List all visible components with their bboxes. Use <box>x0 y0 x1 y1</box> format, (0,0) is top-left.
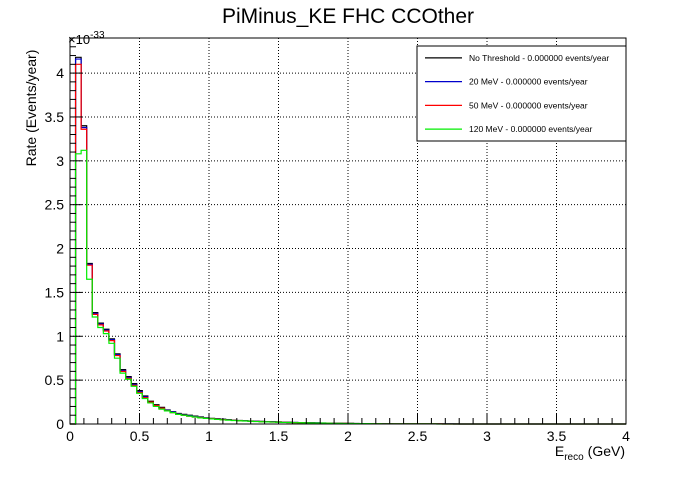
x-tick-label: 4 <box>622 428 630 444</box>
y-tick-label: 3.5 <box>45 109 65 125</box>
x-axis-label: Ereco (GeV) <box>555 443 625 463</box>
y-tick-label: 1 <box>56 328 64 344</box>
x-tick-label: 1 <box>205 428 213 444</box>
grid-lines <box>70 38 626 424</box>
x-tick-label: 0 <box>66 428 74 444</box>
x-tick-label: 2 <box>344 428 352 444</box>
x-axis-label-main: E <box>555 443 564 459</box>
x-axis-label-unit: (GeV) <box>588 443 625 459</box>
legend-label: 20 MeV - 0.000000 events/year <box>469 77 588 87</box>
y-axis-label: Rate (Events/year) <box>23 50 39 167</box>
y-exponent-power: -33 <box>90 30 105 41</box>
y-tick-label: 3 <box>56 153 64 169</box>
y-tick-label: 2.5 <box>45 197 65 213</box>
x-tick-label: 3.5 <box>547 428 567 444</box>
x-tick-label: 1.5 <box>269 428 289 444</box>
legend-box <box>416 45 627 142</box>
x-tick-label: 3 <box>483 428 491 444</box>
legend-label: 120 MeV - 0.000000 events/year <box>469 124 592 134</box>
y-tick-label: 4 <box>56 65 64 81</box>
x-tick-label: 2.5 <box>408 428 428 444</box>
y-tick-label: 0.5 <box>45 372 65 388</box>
y-exponent-label: ×10-33 <box>68 30 105 47</box>
y-exponent-prefix: ×10 <box>68 32 90 47</box>
legend: No Threshold - 0.000000 events/year 20 Me… <box>416 45 627 142</box>
x-axis-label-subscript: reco <box>564 452 584 463</box>
legend-label: 50 MeV - 0.000000 events/year <box>469 100 588 110</box>
axes: 0 0.5 1 1.5 2 2.5 3 3.5 4 0 0.5 1 1.5 2 2.5 3 3.5 4 <box>45 37 630 444</box>
chart-title: PiMinus_KE FHC CCOther <box>222 5 474 28</box>
y-tick-label: 0 <box>56 416 64 432</box>
x-tick-label: 0.5 <box>130 428 150 444</box>
y-tick-label: 2 <box>56 241 64 257</box>
y-tick-label: 1.5 <box>45 284 65 300</box>
legend-label: No Threshold - 0.000000 events/year <box>469 53 609 63</box>
